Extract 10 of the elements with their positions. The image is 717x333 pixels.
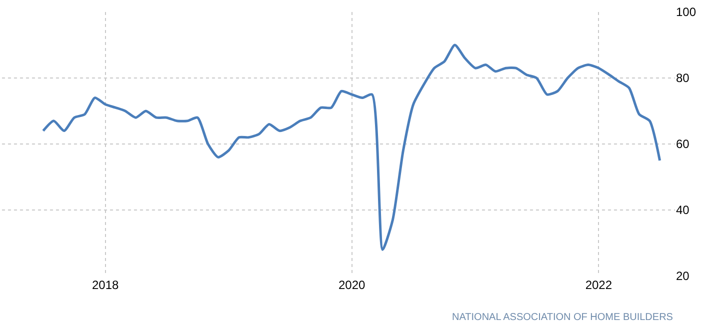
y-tick-label: 80 [676, 71, 690, 86]
x-tick-label: 2018 [92, 278, 119, 292]
y-tick-label: 60 [676, 137, 690, 152]
x-tick-label: 2020 [338, 278, 366, 292]
line-series [42, 44, 662, 251]
y-tick-label: 20 [676, 269, 690, 284]
x-tick-label: 2022 [585, 278, 612, 292]
y-tick-label: 100 [676, 5, 696, 20]
text: NATIONAL ASSOCIATION OF HOME BUILDERS [452, 312, 674, 323]
y-tick-label: 40 [676, 203, 690, 218]
